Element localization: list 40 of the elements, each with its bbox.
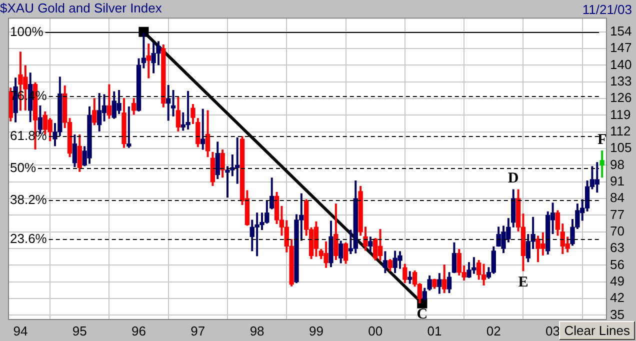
y-tick-label: 112 (610, 123, 631, 138)
y-tick-label: 133 (610, 73, 632, 88)
ref-line-label: 50% (10, 160, 36, 176)
y-tick-label: 91 (610, 173, 624, 188)
x-tick-label: 00 (368, 323, 383, 338)
x-tick-label: 98 (250, 323, 264, 338)
ref-line-label: 76.4% (10, 88, 48, 104)
y-tick-label: 119 (610, 106, 631, 122)
x-tick-label: 94 (13, 323, 28, 338)
y-tick-label: 42 (610, 290, 624, 306)
y-tick-label: 140 (610, 56, 632, 72)
y-tick-label: 49 (610, 273, 624, 288)
ref-line-label: 100% (10, 24, 44, 40)
annotation: E (518, 274, 528, 291)
y-tick-label: 98 (610, 156, 624, 172)
x-tick-label: 03 (546, 323, 560, 338)
annotation: D (508, 170, 519, 187)
ref-line-label: 23.6% (10, 231, 48, 246)
clear-lines-button: Clear Lines (559, 321, 635, 340)
x-tick-label: 97 (190, 323, 206, 338)
x-tick-label: 01 (427, 323, 442, 338)
y-tick-label: 154 (610, 23, 632, 38)
annotation: C (416, 306, 428, 323)
y-tick-label: 84 (610, 190, 624, 206)
y-tick-label: 56 (610, 256, 624, 272)
text: 11/21/03 (582, 2, 632, 17)
y-tick-label: 105 (610, 140, 632, 156)
ref-line-label: 38.2% (10, 192, 48, 208)
y-tick-label: 147 (610, 40, 632, 56)
chart-title: $XAU Gold and Silver Index (0, 0, 162, 16)
y-tick-label: 77 (610, 206, 624, 222)
y-tick-label: 70 (610, 223, 624, 238)
x-tick-label: 95 (72, 323, 87, 338)
x-tick-label: 96 (132, 323, 146, 338)
x-tick-label: 99 (308, 323, 324, 338)
y-tick-label: 126 (610, 90, 632, 106)
y-tick-label: 35 (610, 306, 624, 322)
x-tick-label: 02 (486, 323, 501, 338)
annotation: F (597, 132, 607, 148)
y-tick-label: 63 (610, 240, 624, 256)
